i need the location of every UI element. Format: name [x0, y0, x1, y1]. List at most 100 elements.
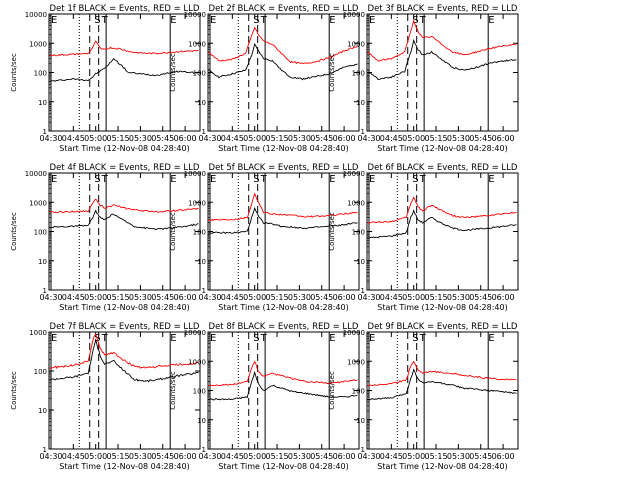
panel-3-lld-series-line [367, 19, 517, 62]
panel-2-ytick-label-4: 10000 [184, 11, 206, 19]
panel-4-ytick-label-2: 100 [34, 229, 47, 237]
panel-4-xtick-label-0: 04:30 [39, 293, 62, 302]
panel-7-xtick-label-3: 05:15 [107, 452, 130, 461]
panel-7-ytick-label-0: 1 [43, 446, 47, 454]
panel-4-marker-e-right: E [170, 174, 176, 185]
panel-7-xtick-label-6: 06:00 [174, 452, 197, 461]
panel-9-xtick-label-4: 05:30 [447, 452, 470, 461]
panel-3-ytick-label-4: 10000 [343, 11, 365, 19]
panel-2-xtick-label-1: 04:45 [221, 134, 244, 143]
panel-5-xtick-label-3: 05:15 [266, 293, 289, 302]
panel-2: Det 2f BLACK = Events, RED = LLD 1 10 100 10… [169, 4, 360, 153]
panel-9-marker-e-right: E [488, 333, 494, 344]
panel-2-ytick-label-2: 100 [193, 70, 206, 78]
panel-2-marker-e-right: E [329, 15, 335, 26]
panel-8-lld-series-line [208, 360, 358, 387]
panel-5-ytick-label-0: 1 [202, 287, 206, 295]
panel-4-ytick-label-0: 1 [43, 287, 47, 295]
panel-4-ytick-label-1: 10 [38, 258, 47, 266]
panel-4-marker-t: T [101, 174, 109, 185]
panel-1-ytick-label-2: 100 [34, 70, 47, 78]
panel-6-marker-t: T [419, 174, 427, 185]
panel-9-ytick-label-3: 1000 [347, 358, 365, 366]
panel-2-xtick-label-4: 05:30 [288, 134, 311, 143]
panel-2-frame [207, 13, 360, 132]
panel-7-xtick-label-2: 05:00 [84, 452, 107, 461]
panel-2-events-series-line [208, 42, 358, 81]
panel-8-marker-s: S [253, 333, 259, 344]
panel-5-frame [207, 172, 360, 291]
panel-3-ytick-label-1: 10 [356, 99, 365, 107]
panel-1: Det 1f BLACK = Events, RED = LLD 1 10 100 10… [10, 4, 201, 153]
panel-1-xtick-label-0: 04:30 [39, 134, 62, 143]
panel-5-ytick-label-3: 1000 [188, 199, 206, 207]
panel-6-xtick-label-3: 05:15 [425, 293, 448, 302]
panel-8-title: Det 8f BLACK = Events, RED = LLD [209, 322, 359, 332]
panel-2-xtick-label-2: 05:00 [243, 134, 266, 143]
panel-9-events-series-line [367, 368, 517, 401]
panel-5-ytick-label-1: 10 [197, 258, 206, 266]
panel-6-xtick-label-4: 05:30 [447, 293, 470, 302]
panel-4-ylabel: Counts/sec [10, 212, 18, 251]
panel-8-xtick-label-3: 05:15 [266, 452, 289, 461]
panel-6-ytick-label-1: 10 [356, 258, 365, 266]
panel-1-xtick-label-6: 06:00 [174, 134, 197, 143]
panel-7-title: Det 7f BLACK = Events, RED = LLD [50, 322, 200, 332]
panel-6-title: Det 6f BLACK = Events, RED = LLD [368, 163, 518, 173]
panel-8: Det 8f BLACK = Events, RED = LLD 1 10 100 10… [169, 322, 360, 471]
panel-2-marker-s: S [253, 15, 259, 26]
panel-5-lld-series-line [208, 192, 358, 221]
panel-5-xtick-label-6: 06:00 [333, 293, 356, 302]
panel-8-xtick-label-4: 05:30 [288, 452, 311, 461]
panel-7-xtick-label-0: 04:30 [39, 452, 62, 461]
panel-2-ylabel: Counts/sec [169, 53, 177, 92]
panel-1-title: Det 1f BLACK = Events, RED = LLD [50, 4, 200, 14]
panel-4-xtick-label-6: 06:00 [174, 293, 197, 302]
panel-5-xtick-label-1: 04:45 [221, 293, 244, 302]
panel-2-xtick-label-0: 04:30 [198, 134, 221, 143]
panel-8-ylabel: Counts/sec [169, 371, 177, 410]
panel-3-marker-t: T [419, 15, 427, 26]
panel-6-ytick-label-3: 1000 [347, 199, 365, 207]
panel-9-xtick-label-0: 04:30 [357, 452, 380, 461]
panel-4-frame [48, 172, 201, 291]
panel-6-marker-e-left: E [369, 174, 375, 185]
panel-5-xtick-label-4: 05:30 [288, 293, 311, 302]
panel-4: Det 4f BLACK = Events, RED = LLD 1 10 100 10… [10, 163, 201, 312]
panel-2-xlabel: Start Time (12-Nov-08 04:28:40) [218, 144, 348, 153]
panel-4-xtick-label-2: 05:00 [84, 293, 107, 302]
panel-1-ylabel: Counts/sec [10, 53, 18, 92]
panel-7: Det 7f BLACK = Events, RED = LLD 1 10 100 10… [10, 322, 201, 471]
panel-8-frame [207, 331, 360, 450]
panel-1-marker-s: S [94, 15, 100, 26]
panel-9-ytick-label-1: 10 [356, 417, 365, 425]
panel-6-events-series-line [367, 209, 517, 239]
panel-4-ytick-label-3: 1000 [29, 199, 47, 207]
panel-3-xtick-label-1: 04:45 [380, 134, 403, 143]
panel-3-xtick-label-0: 04:30 [357, 134, 380, 143]
panel-9-lld-series-line [367, 360, 517, 387]
panel-3-ytick-label-2: 100 [352, 70, 365, 78]
panel-4-ytick-label-4: 10000 [25, 170, 47, 178]
panel-8-ytick-label-2: 100 [193, 388, 206, 396]
panel-1-xtick-label-5: 05:45 [151, 134, 174, 143]
panel-7-xtick-label-4: 05:30 [129, 452, 152, 461]
panel-5: Det 5f BLACK = Events, RED = LLD 1 10 100 10… [169, 163, 360, 312]
panel-3-xtick-label-5: 05:45 [469, 134, 492, 143]
panel-3-title: Det 3f BLACK = Events, RED = LLD [368, 4, 518, 14]
panel-9-marker-t: T [419, 333, 427, 344]
panel-1-xtick-label-2: 05:00 [84, 134, 107, 143]
panel-7-ylabel: Counts/sec [10, 371, 18, 410]
panel-8-events-series-line [208, 370, 358, 401]
panel-9-xtick-label-1: 04:45 [380, 452, 403, 461]
panel-6-xlabel: Start Time (12-Nov-08 04:28:40) [377, 303, 507, 312]
panel-1-ytick-label-1: 10 [38, 99, 47, 107]
panel-7-lld-series-line [49, 333, 199, 369]
panel-7-marker-e-right: E [170, 333, 176, 344]
panel-6-ytick-label-4: 10000 [343, 170, 365, 178]
panel-1-xtick-label-1: 04:45 [62, 134, 85, 143]
panel-6-frame [366, 172, 519, 291]
panel-9-title: Det 9f BLACK = Events, RED = LLD [368, 322, 518, 332]
panel-1-lld-series-line [49, 40, 199, 57]
panel-1-marker-t: T [101, 15, 109, 26]
